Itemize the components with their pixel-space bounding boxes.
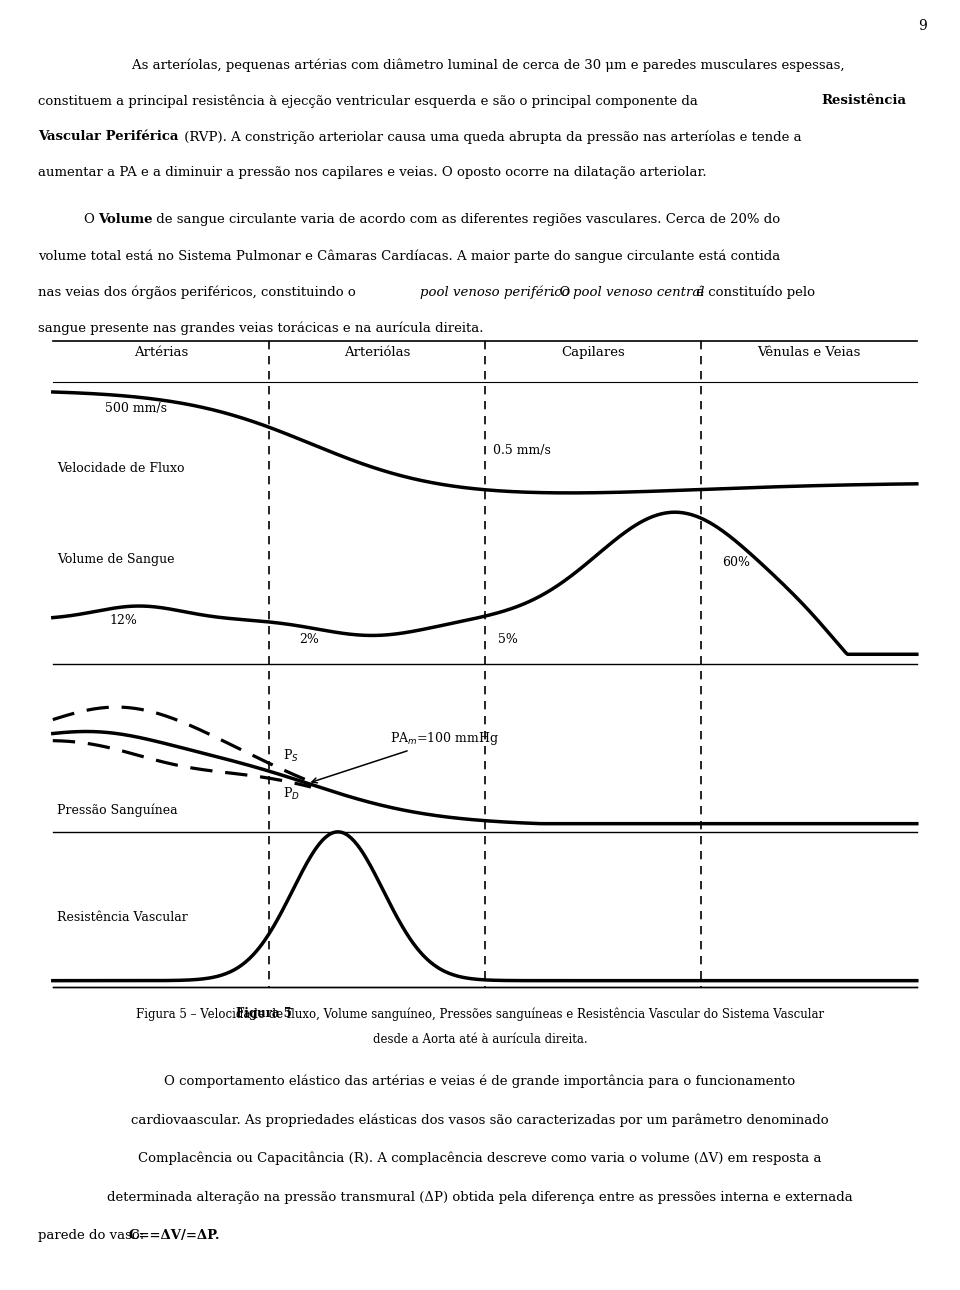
- Text: C==ΔV/=ΔP.: C==ΔV/=ΔP.: [129, 1229, 220, 1242]
- Text: 500 mm/s: 500 mm/s: [105, 402, 167, 415]
- Text: 2%: 2%: [299, 633, 319, 646]
- Text: nas veias dos órgãos periféricos, constituindo o: nas veias dos órgãos periféricos, consti…: [38, 285, 360, 299]
- Text: Volume de Sangue: Volume de Sangue: [58, 552, 175, 565]
- Text: pool venoso periférico: pool venoso periférico: [420, 285, 570, 299]
- Text: Figura 5: Figura 5: [236, 1007, 292, 1020]
- Text: de sangue circulante varia de acordo com as diferentes regiões vasculares. Cerca: de sangue circulante varia de acordo com…: [152, 213, 780, 226]
- Text: pool venoso central: pool venoso central: [573, 285, 705, 298]
- Text: Figura 5 – Velocidade de fluxo, Volume sanguíneo, Pressões sanguíneas e Resistên: Figura 5 – Velocidade de fluxo, Volume s…: [136, 1007, 824, 1020]
- Text: 9: 9: [918, 19, 926, 34]
- Text: aumentar a PA e a diminuir a pressão nos capilares e veias. O oposto ocorre na d: aumentar a PA e a diminuir a pressão nos…: [38, 166, 707, 179]
- Text: . O: . O: [551, 285, 575, 298]
- Text: parede do vaso:: parede do vaso:: [38, 1229, 149, 1242]
- Text: (RVP). A constrição arteriolar causa uma queda abrupta da pressão nas arteríolas: (RVP). A constrição arteriolar causa uma…: [180, 130, 802, 143]
- Text: PA$_m$=100 mmHg: PA$_m$=100 mmHg: [312, 730, 499, 783]
- Text: Capilares: Capilares: [561, 346, 625, 359]
- Text: P$_D$: P$_D$: [283, 786, 300, 801]
- Text: O comportamento elástico das artérias e veias é de grande importância para o fun: O comportamento elástico das artérias e …: [164, 1075, 796, 1087]
- Text: Resistência Vascular: Resistência Vascular: [58, 911, 188, 924]
- Text: Resistência: Resistência: [822, 94, 907, 107]
- Text: 0.5 mm/s: 0.5 mm/s: [493, 444, 551, 458]
- Text: 12%: 12%: [108, 614, 137, 627]
- Text: Vascular Periférica: Vascular Periférica: [38, 130, 179, 143]
- Text: é constituído pelo: é constituído pelo: [692, 285, 815, 299]
- Text: Complacência ou Capacitância (R). A complacência descreve como varia o volume (Δ: Complacência ou Capacitância (R). A comp…: [138, 1152, 822, 1165]
- Text: Vênulas e Veias: Vênulas e Veias: [757, 346, 860, 359]
- Text: P$_S$: P$_S$: [283, 748, 300, 764]
- Text: constituem a principal resistência à ejecção ventricular esquerda e são o princi: constituem a principal resistência à eje…: [38, 94, 703, 107]
- Text: Velocidade de Fluxo: Velocidade de Fluxo: [58, 462, 184, 476]
- Text: desde a Aorta até à aurícula direita.: desde a Aorta até à aurícula direita.: [372, 1033, 588, 1046]
- Text: volume total está no Sistema Pulmonar e Câmaras Cardíacas. A maior parte do sang: volume total está no Sistema Pulmonar e …: [38, 249, 780, 263]
- Text: determinada alteração na pressão transmural (ΔP) obtida pela diferença entre as : determinada alteração na pressão transmu…: [108, 1191, 852, 1204]
- Text: Pressão Sanguínea: Pressão Sanguínea: [58, 804, 178, 817]
- Text: 60%: 60%: [722, 556, 751, 569]
- Text: sangue presente nas grandes veias torácicas e na aurícula direita.: sangue presente nas grandes veias toráci…: [38, 321, 484, 335]
- Text: Artérias: Artérias: [133, 346, 188, 359]
- Text: 5%: 5%: [497, 633, 517, 646]
- Text: Arteriólas: Arteriólas: [344, 346, 410, 359]
- Text: O: O: [84, 213, 99, 226]
- Text: Volume: Volume: [98, 213, 153, 226]
- Text: cardiovaascular. As propriedades elásticas dos vasos são caracterizadas por um p: cardiovaascular. As propriedades elástic…: [132, 1113, 828, 1126]
- Text: As arteríolas, pequenas artérias com diâmetro luminal de cerca de 30 μm e parede: As arteríolas, pequenas artérias com diâ…: [115, 58, 845, 71]
